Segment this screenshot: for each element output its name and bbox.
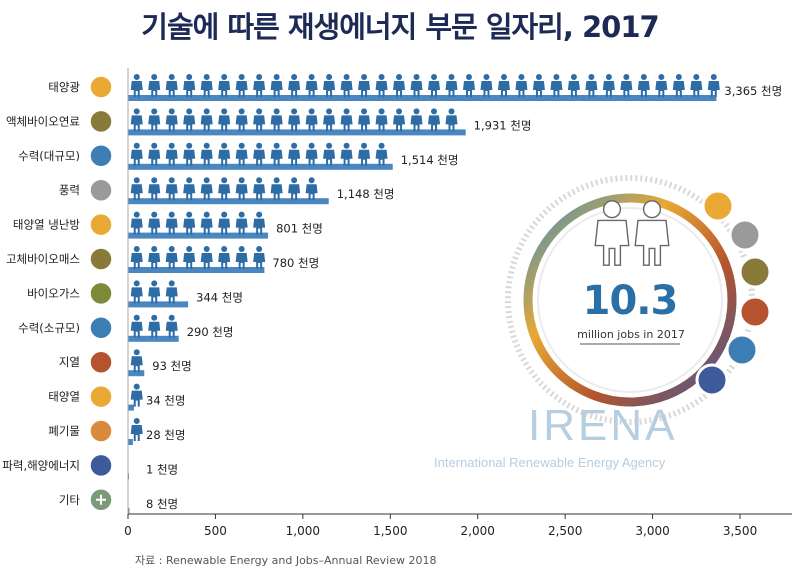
- sun-icon: [89, 384, 113, 409]
- x-tick-label: 0: [124, 524, 132, 538]
- person-pictogram-row: [130, 349, 143, 373]
- bar: [128, 301, 189, 308]
- chart-title: 기술에 따른 재생에너지 부문 일자리, 2017: [141, 10, 659, 44]
- person-pictogram-row: [130, 418, 143, 441]
- hub-water-drop-icon: [725, 333, 759, 367]
- category-label: 수력(소규모): [18, 321, 80, 335]
- hub-graphic: [505, 175, 772, 425]
- irena-watermark-subtitle: International Renewable Energy Agency: [434, 455, 666, 470]
- bar: [128, 404, 134, 411]
- bar: [128, 267, 265, 273]
- x-tick-label: 3,000: [635, 524, 669, 538]
- person-pictogram-row: [130, 246, 266, 269]
- data-label: 780 천명: [272, 256, 319, 270]
- bar: [128, 163, 393, 170]
- biogas-leaf-icon: [89, 281, 113, 306]
- data-label: 344 천명: [196, 290, 243, 304]
- hub-wave-icon: [695, 363, 729, 397]
- bar: [128, 335, 179, 342]
- x-tick-label: 2,500: [548, 524, 582, 538]
- category-label: 지열: [59, 355, 80, 369]
- sun-icon: [89, 212, 113, 237]
- data-label: 1 천명: [146, 462, 178, 476]
- x-tick-label: 1,000: [286, 524, 320, 538]
- volcano-icon: [89, 350, 113, 374]
- data-label: 3,365 천명: [724, 84, 782, 98]
- category-label: 태양열 냉난방: [13, 218, 81, 232]
- bar: [128, 439, 133, 445]
- person-pictogram-row: [130, 177, 318, 201]
- category-label: 액체바이오연료: [6, 114, 80, 128]
- irena-watermark: IRENA: [528, 401, 678, 450]
- hub-total-jobs: 10.3: [582, 278, 679, 324]
- data-label: 1,514 천명: [401, 153, 459, 167]
- biofuel-drop-icon: [89, 109, 113, 134]
- hub-caption: million jobs in 2017: [577, 328, 685, 341]
- person-pictogram-row: [130, 211, 266, 235]
- category-label: 기타: [59, 493, 81, 507]
- x-axis: 0 500 1,000 1,500 2,000 2,500 3,000 3,500: [124, 68, 792, 538]
- category-label: 파력,해양에너지: [2, 458, 80, 472]
- category-label: 고체바이오매스: [6, 252, 80, 266]
- bar: [128, 370, 145, 377]
- wave-icon: [89, 453, 113, 478]
- sun-icon: [89, 75, 113, 99]
- biomass-leaf-icon: [89, 247, 113, 271]
- category-label: 바이오가스: [27, 286, 80, 300]
- person-pictogram-row: [130, 142, 388, 166]
- wind-icon: [89, 178, 113, 202]
- hub-wind-icon: [728, 218, 762, 252]
- bar: [128, 198, 329, 205]
- bar: [128, 232, 269, 239]
- plus-glyph: [96, 494, 106, 505]
- x-tick-label: 2,000: [461, 524, 495, 538]
- data-label: 1,931 천명: [474, 118, 532, 132]
- person-pictogram-row: [130, 108, 458, 132]
- bar: [128, 95, 717, 101]
- person-pictogram-row: [130, 383, 143, 407]
- x-tick-label: 1,500: [373, 524, 407, 538]
- data-label: 1,148 천명: [337, 187, 395, 201]
- category-label: 폐기물: [48, 424, 80, 438]
- data-label: 801 천명: [276, 222, 323, 236]
- water-drop-icon: [89, 144, 113, 168]
- waste-icon: [89, 419, 113, 443]
- data-label: 8 천명: [146, 497, 178, 511]
- water-drop-icon: [89, 316, 113, 340]
- category-label: 풍력: [59, 183, 80, 197]
- person-pictogram-row: [130, 74, 720, 97]
- bar: [128, 507, 130, 514]
- hub-volcano-icon: [738, 295, 772, 329]
- x-tick-label: 500: [204, 524, 227, 538]
- category-label: 태양광: [48, 80, 80, 94]
- hub-sun-icon: [701, 189, 735, 223]
- data-label: 34 천명: [146, 394, 185, 408]
- data-label: 290 천명: [187, 325, 234, 339]
- x-tick-label: 3,500: [723, 524, 757, 538]
- person-pictogram-row: [130, 314, 178, 338]
- person-pictogram-row: [130, 280, 178, 304]
- hub-biomass-leaf-icon: [738, 255, 772, 289]
- category-label: 수력(대규모): [18, 149, 80, 163]
- category-label: 태양열: [48, 390, 80, 404]
- data-label: 28 천명: [146, 428, 185, 442]
- hub-inner-circle: [537, 207, 723, 393]
- data-label: 93 천명: [152, 359, 191, 373]
- hub-color-ring: [523, 193, 737, 407]
- source-note: 자료 : Renewable Energy and Jobs–Annual Re…: [135, 554, 437, 567]
- bar: [128, 129, 466, 136]
